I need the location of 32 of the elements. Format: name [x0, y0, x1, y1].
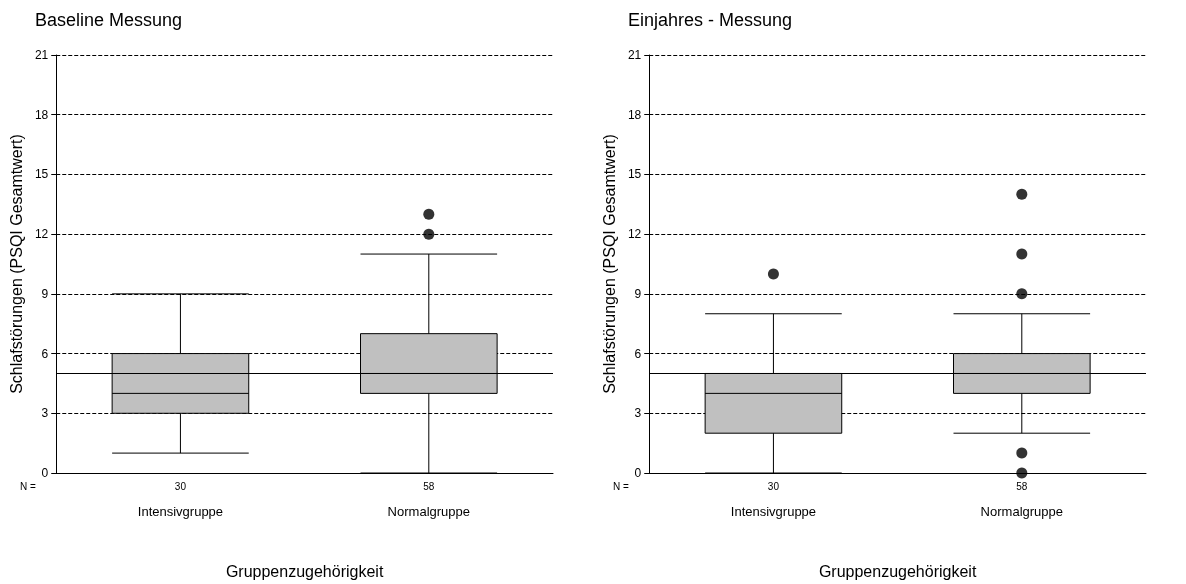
y-tick-label: 15: [627, 167, 642, 182]
x-axis-title: Gruppenzugehörigkeit: [818, 562, 977, 580]
y-tick-label: 9: [41, 286, 49, 301]
text: 58: [1016, 480, 1028, 492]
y-tick-label: 15: [34, 167, 49, 182]
x-tick-label: Intensivgruppe: [137, 504, 224, 519]
y-tick-label: 0: [634, 466, 642, 480]
text: 30: [174, 480, 187, 492]
chart-title: Einjahres - Messung: [628, 10, 793, 30]
text: 58: [423, 480, 435, 492]
y-tick-label: 3: [41, 406, 49, 421]
y-tick-label: 18: [627, 107, 642, 122]
x-tick-label: Normalgruppe: [980, 504, 1063, 519]
y-tick-label: 9: [634, 286, 642, 301]
y-axis-title: Schlafstörungen (PSQI Gesamtwert): [7, 134, 25, 394]
y-tick-label: 21: [34, 48, 49, 62]
y-axis-title: Schlafstörungen (PSQI Gesamtwert): [600, 134, 618, 394]
y-tick-label: 12: [627, 227, 642, 242]
chart-title: Baseline Messung: [35, 10, 183, 30]
y-tick-label: 3: [634, 406, 642, 421]
text: N =: [20, 480, 36, 492]
text: N =: [613, 480, 629, 492]
x-axis-title: Gruppenzugehörigkeit: [225, 562, 384, 580]
y-tick-label: 12: [34, 227, 49, 242]
x-tick-label: Normalgruppe: [387, 504, 470, 519]
y-tick-label: 21: [627, 48, 642, 62]
text: 30: [767, 480, 780, 492]
y-tick-label: 0: [41, 466, 49, 480]
y-tick-label: 18: [34, 107, 49, 122]
y-tick-label: 6: [634, 346, 642, 361]
x-tick-label: Intensivgruppe: [730, 504, 817, 519]
y-tick-label: 6: [41, 346, 49, 361]
